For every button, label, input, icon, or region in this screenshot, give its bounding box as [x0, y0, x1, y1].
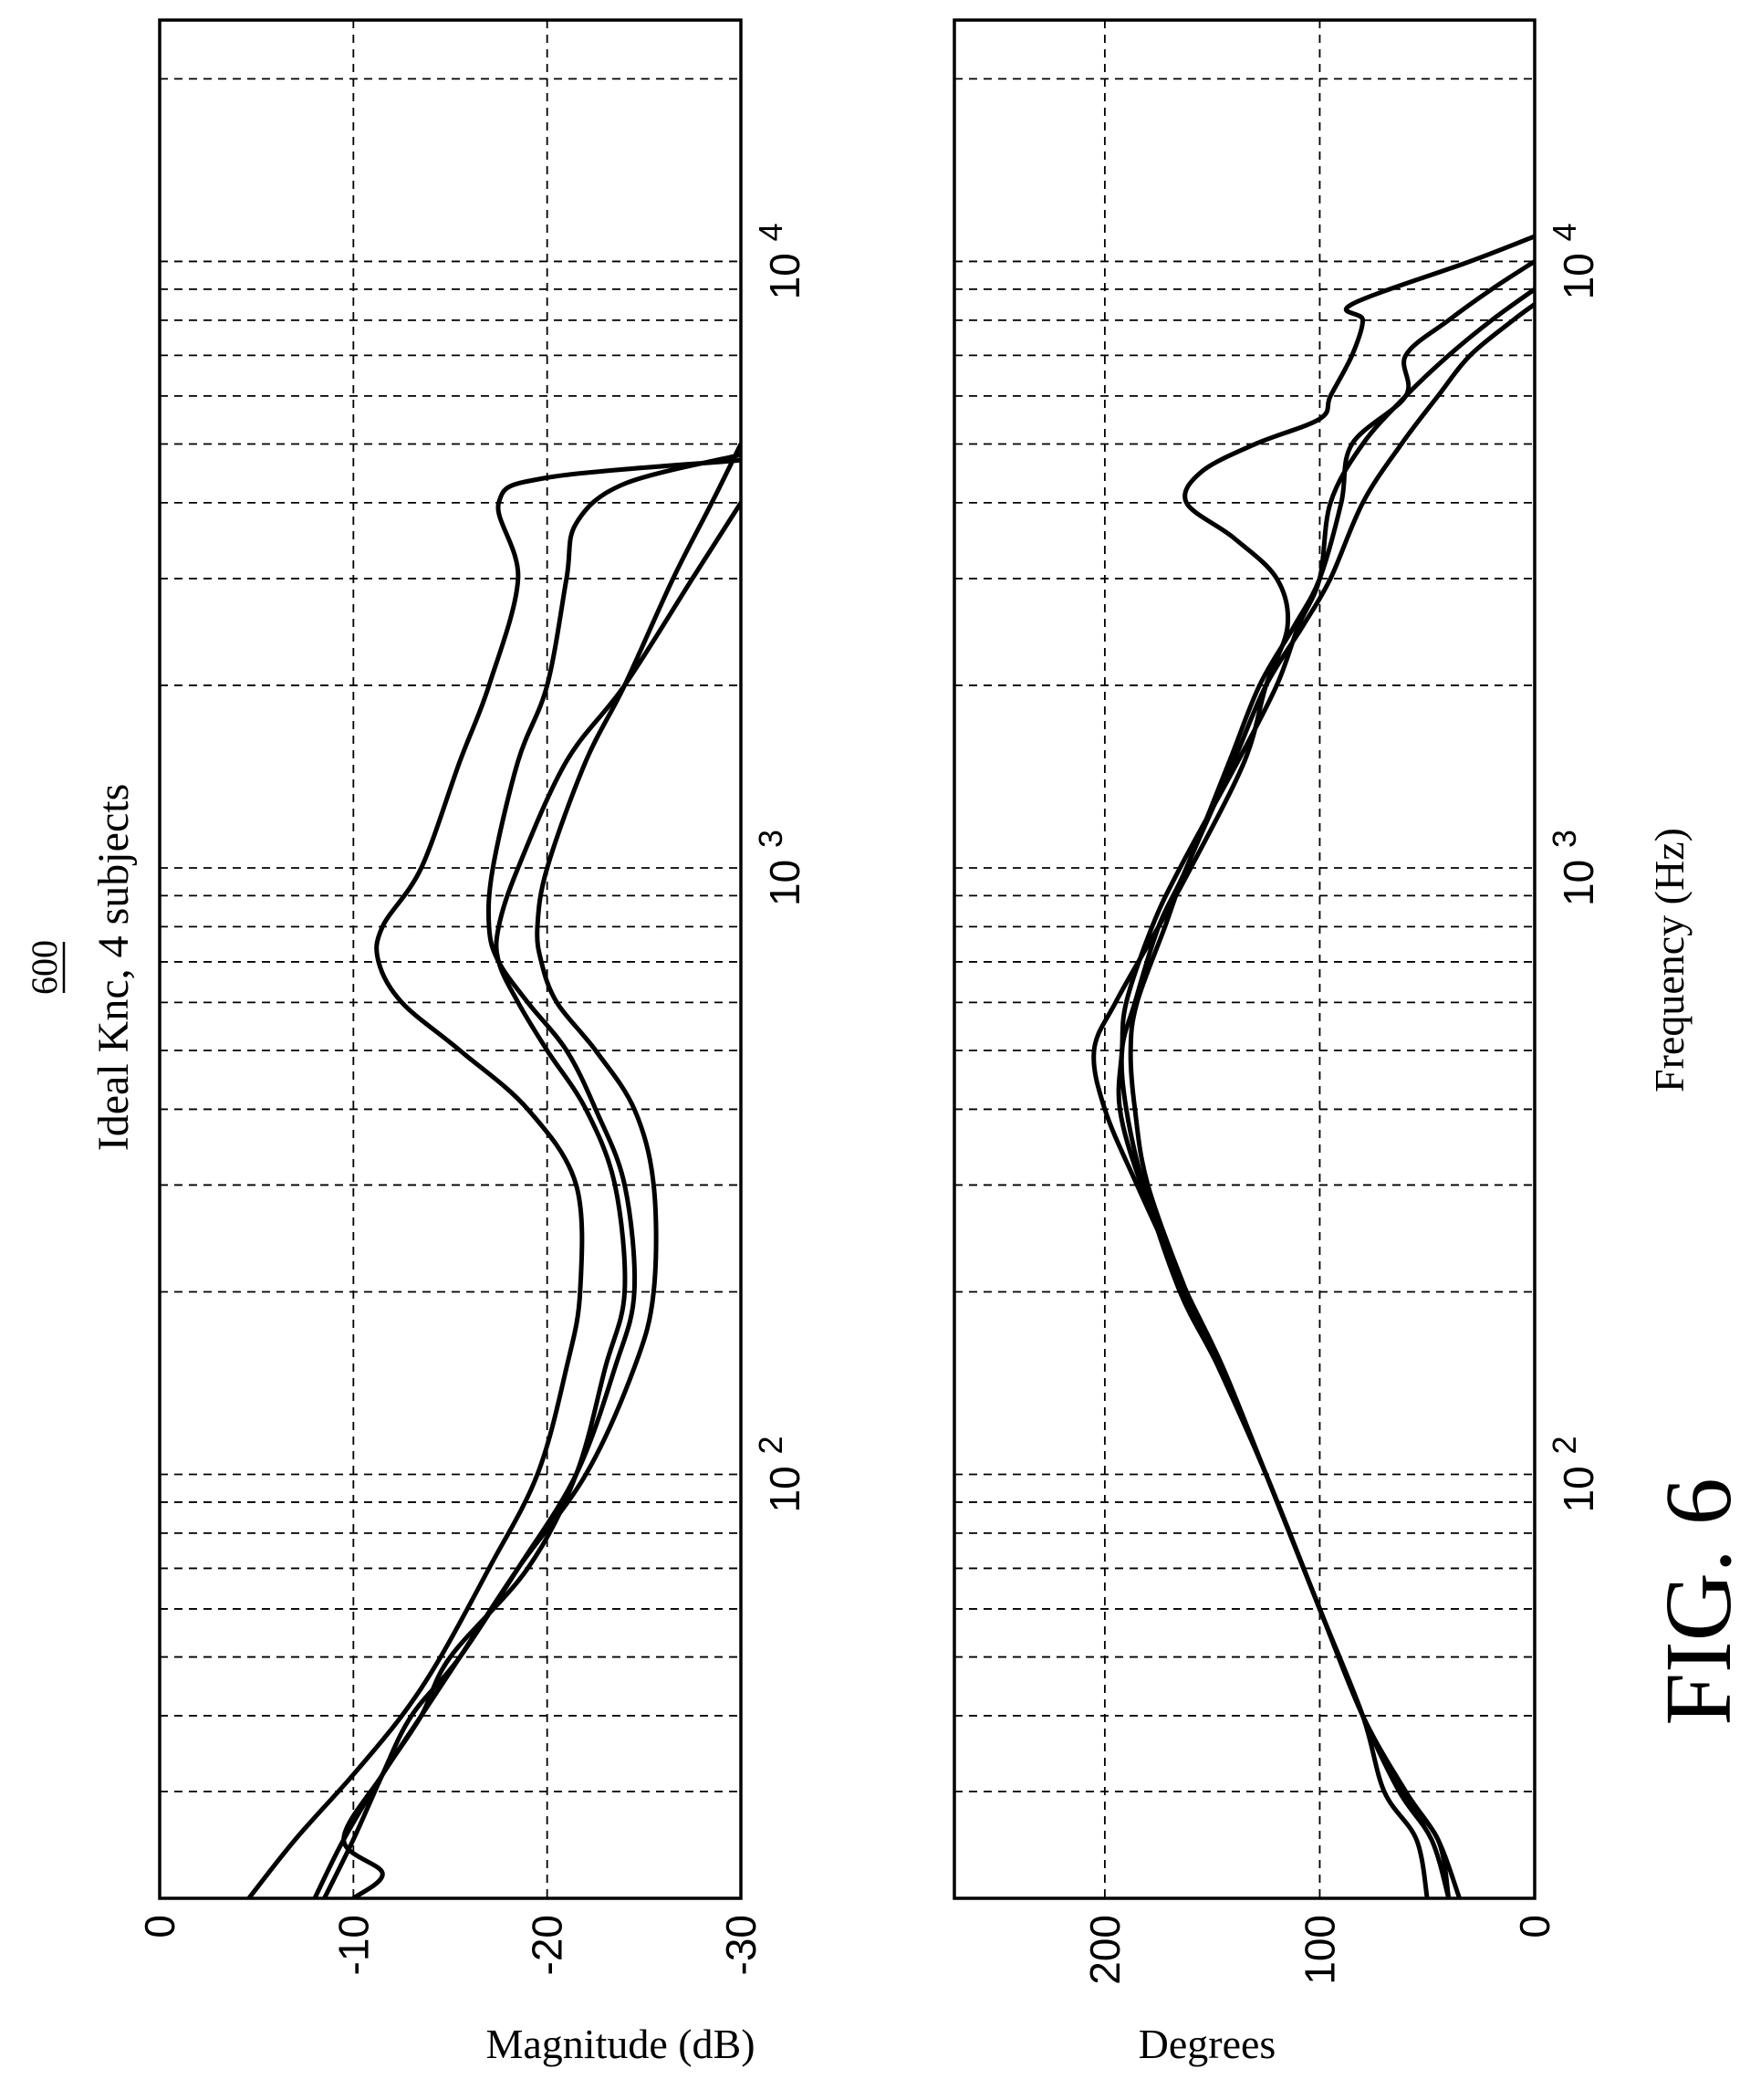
grid [954, 20, 1535, 1899]
series-line-2 [322, 452, 741, 1898]
x-tick-label: 10 4 [1546, 223, 1603, 299]
series-group [1091, 234, 1535, 1898]
magnitude-panel: 0 -10 -20 -30 10 2 10 3 10 4 Magnitude (dB) [136, 18, 809, 2067]
y-tick-label: 0 [1511, 1915, 1558, 1938]
series-group [246, 442, 741, 1898]
y-tick-label: 100 [1296, 1915, 1343, 1985]
x-tick-label: 10 3 [752, 830, 809, 906]
y-tick-label: -10 [329, 1915, 377, 1975]
y-tick-label: 200 [1081, 1915, 1129, 1985]
plot-frame [953, 18, 1536, 1900]
y-axis-label: Magnitude (dB) [485, 2021, 755, 2067]
series-line-4 [341, 500, 741, 1898]
x-tick-label: 10 2 [1546, 1437, 1603, 1513]
reference-numeral-group: 600 [24, 940, 66, 995]
figure-caption: FIG. 6 [1646, 1478, 1750, 1726]
y-tick-label: -20 [524, 1915, 571, 1975]
x-tick-label: 10 4 [752, 223, 809, 299]
y-axis-label: Degrees [1139, 2021, 1276, 2067]
plot-frame [158, 18, 743, 1900]
series-line-1 [1091, 234, 1535, 1898]
series-line-1 [246, 457, 741, 1898]
series-line-3 [312, 442, 741, 1898]
grid [160, 20, 741, 1899]
chart-title: Ideal Knc, 4 subjects [89, 784, 138, 1152]
y-tick-label: 0 [136, 1915, 183, 1938]
phase-panel: 0 100 200 10 2 10 3 10 4 Degrees Frequency (Hz) [953, 18, 1693, 2067]
series-line-4 [1119, 258, 1535, 1898]
x-tick-label: 10 2 [752, 1437, 809, 1513]
x-axis-label: Frequency (Hz) [1646, 828, 1693, 1092]
reference-numeral: 600 [24, 940, 65, 995]
x-tick-label: 10 3 [1546, 830, 1603, 906]
y-tick-label: -30 [717, 1915, 765, 1975]
